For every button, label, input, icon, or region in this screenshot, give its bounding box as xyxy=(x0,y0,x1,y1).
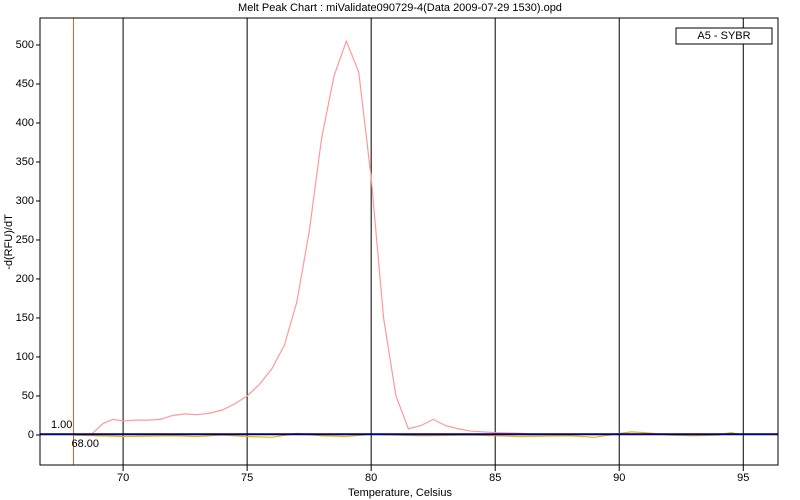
y-tick-label: 500 xyxy=(16,39,34,51)
y-tick-label: 300 xyxy=(16,195,34,207)
x-axis-label: Temperature, Celsius xyxy=(348,487,452,499)
y-tick-label: 100 xyxy=(16,351,34,363)
series-line xyxy=(90,39,533,436)
y-tick-label: 450 xyxy=(16,78,34,90)
y-tick-label: 250 xyxy=(16,234,34,246)
plot-area: 68.00 1.00 xyxy=(40,18,778,465)
legend-label: A5 - SYBR xyxy=(697,30,750,42)
plot-frame xyxy=(39,17,779,466)
x-tick-label: 90 xyxy=(613,472,625,484)
x-tick-label: 70 xyxy=(117,472,129,484)
chart-title: Melt Peak Chart : miValidate090729-4(Dat… xyxy=(238,2,562,14)
x-tick-label: 95 xyxy=(737,472,749,484)
marker-label: 68.00 xyxy=(71,438,99,450)
legend-box xyxy=(675,27,773,45)
y-tick-label: 0 xyxy=(28,429,34,441)
y-axis-label: -d(RFU)/dT xyxy=(3,214,15,270)
y-tick-label: 150 xyxy=(16,312,34,324)
x-tick-label: 80 xyxy=(365,472,377,484)
x-tick-label: 85 xyxy=(489,472,501,484)
threshold-label: 1.00 xyxy=(51,419,72,431)
y-tick-label: 400 xyxy=(16,117,34,129)
y-tick-label: 200 xyxy=(16,273,34,285)
x-tick-label: 75 xyxy=(241,472,253,484)
y-tick-label: 350 xyxy=(16,156,34,168)
y-tick-label: 50 xyxy=(22,390,34,402)
